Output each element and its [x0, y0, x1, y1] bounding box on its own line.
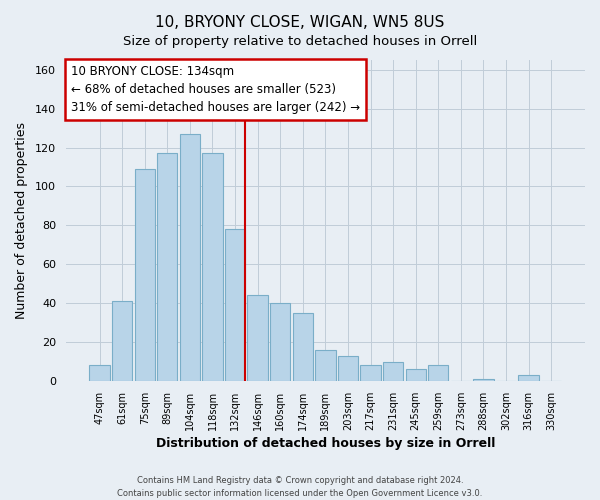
Text: Contains HM Land Registry data © Crown copyright and database right 2024.
Contai: Contains HM Land Registry data © Crown c…	[118, 476, 482, 498]
Bar	[383, 362, 403, 381]
Bar	[202, 154, 223, 381]
Bar	[180, 134, 200, 381]
Bar	[428, 366, 448, 381]
Bar	[293, 313, 313, 381]
X-axis label: Distribution of detached houses by size in Orrell: Distribution of detached houses by size …	[156, 437, 495, 450]
Y-axis label: Number of detached properties: Number of detached properties	[15, 122, 28, 319]
Bar	[315, 350, 335, 381]
Bar	[406, 370, 426, 381]
Text: Size of property relative to detached houses in Orrell: Size of property relative to detached ho…	[123, 35, 477, 48]
Bar	[361, 366, 381, 381]
Bar	[89, 366, 110, 381]
Bar	[338, 356, 358, 381]
Bar	[134, 169, 155, 381]
Bar	[473, 379, 494, 381]
Text: 10, BRYONY CLOSE, WIGAN, WN5 8US: 10, BRYONY CLOSE, WIGAN, WN5 8US	[155, 15, 445, 30]
Bar	[518, 375, 539, 381]
Bar	[270, 303, 290, 381]
Text: 10 BRYONY CLOSE: 134sqm
← 68% of detached houses are smaller (523)
31% of semi-d: 10 BRYONY CLOSE: 134sqm ← 68% of detache…	[71, 65, 360, 114]
Bar	[157, 154, 178, 381]
Bar	[247, 296, 268, 381]
Bar	[225, 229, 245, 381]
Bar	[112, 301, 133, 381]
